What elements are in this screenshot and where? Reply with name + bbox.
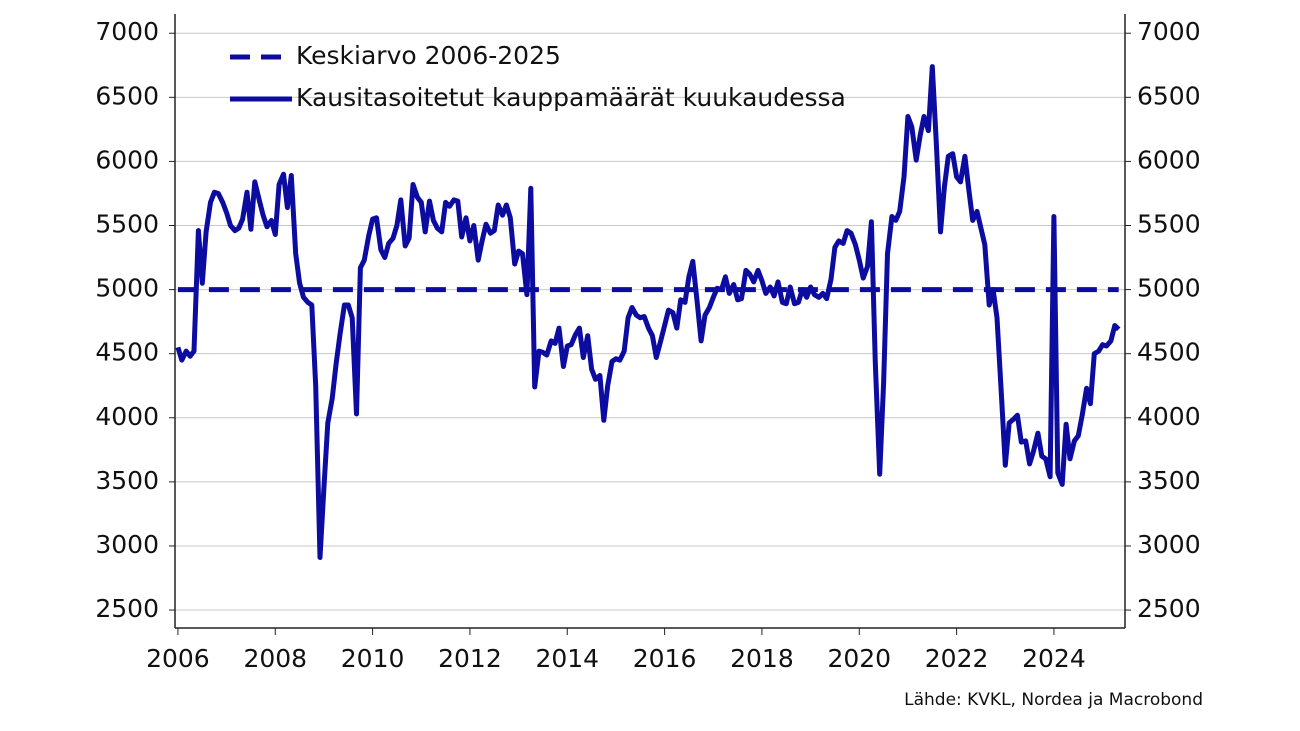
y-tick-label: 5500 <box>95 210 159 239</box>
y2-tick-label: 5000 <box>1137 274 1201 303</box>
y-tick-label: 3500 <box>95 466 159 495</box>
y2-tick-label: 2500 <box>1137 594 1201 623</box>
y-tick-label: 3000 <box>95 530 159 559</box>
x-tick-label: 2010 <box>341 644 405 673</box>
y-tick-label: 6500 <box>95 81 159 110</box>
y-tick-label: 6000 <box>95 145 159 174</box>
y2-tick-label: 4000 <box>1137 402 1201 431</box>
x-tick-label: 2024 <box>1022 644 1086 673</box>
y-tick-label: 7000 <box>95 17 159 46</box>
y-tick-label: 4000 <box>95 402 159 431</box>
x-tick-label: 2012 <box>438 644 502 673</box>
x-tick-label: 2018 <box>730 644 794 673</box>
y2-tick-label: 7000 <box>1137 17 1201 46</box>
y2-tick-label: 4500 <box>1137 338 1201 367</box>
y2-tick-label: 3000 <box>1137 530 1201 559</box>
y-tick-label: 5000 <box>95 274 159 303</box>
y2-tick-label: 3500 <box>1137 466 1201 495</box>
x-tick-label: 2022 <box>925 644 989 673</box>
y-tick-label: 2500 <box>95 594 159 623</box>
x-tick-label: 2020 <box>827 644 891 673</box>
x-tick-label: 2014 <box>535 644 599 673</box>
x-tick-label: 2008 <box>243 644 307 673</box>
x-tick-label: 2006 <box>146 644 210 673</box>
legend-label: Keskiarvo 2006-2025 <box>296 41 561 70</box>
y2-tick-label: 5500 <box>1137 210 1201 239</box>
legend-label: Kausitasoitetut kauppamäärät kuukaudessa <box>296 83 846 112</box>
y2-tick-label: 6000 <box>1137 145 1201 174</box>
y-tick-label: 4500 <box>95 338 159 367</box>
data-line <box>175 64 1121 560</box>
source-note: Lähde: KVKL, Nordea ja Macrobond <box>904 690 1203 710</box>
y2-tick-label: 6500 <box>1137 81 1201 110</box>
x-tick-label: 2016 <box>633 644 697 673</box>
